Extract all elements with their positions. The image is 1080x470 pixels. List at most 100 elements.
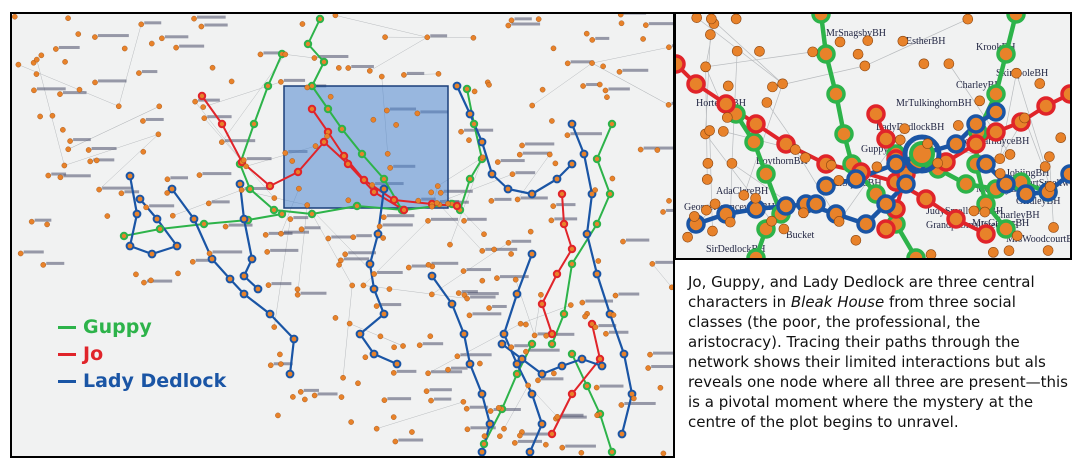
path-node [527, 389, 537, 399]
path-node [876, 194, 896, 214]
node-label-mark [570, 60, 594, 64]
path-node [379, 309, 389, 319]
path-edge [571, 353, 588, 387]
network-node [460, 268, 467, 274]
path-node [265, 309, 275, 319]
network-node [445, 200, 451, 207]
path-edge [297, 141, 325, 173]
network-node [470, 35, 477, 41]
path-edge [551, 393, 573, 435]
legend-item-guppy: Guppy [58, 314, 226, 341]
path-node [512, 369, 522, 379]
node-label-mark [671, 44, 673, 48]
path-edge [586, 385, 601, 415]
network-node [278, 361, 284, 367]
path-node [756, 164, 776, 184]
network-node [766, 215, 777, 227]
path-edge [530, 177, 559, 196]
network-node [722, 80, 734, 92]
network-node [262, 232, 269, 238]
legend-swatch-jo [58, 353, 76, 356]
node-label-mark [293, 216, 309, 220]
network-node [552, 160, 559, 167]
network-node [554, 413, 561, 420]
network-node [355, 380, 361, 387]
path-node [503, 184, 513, 194]
network-node [578, 449, 585, 456]
path-node [447, 299, 457, 309]
network-node [302, 396, 308, 403]
network-node [65, 15, 71, 21]
path-node [816, 176, 836, 196]
network-node [198, 23, 205, 30]
network-node [390, 370, 397, 376]
network-node [209, 64, 216, 71]
path-node [307, 209, 317, 219]
edge [285, 54, 315, 59]
network-node [429, 203, 435, 210]
edge [68, 106, 160, 150]
network-node [400, 343, 406, 349]
network-node [416, 342, 423, 349]
caption-part-1: Jo, Guppy, and Lady Dedlock are three ce… [688, 273, 1035, 311]
network-node [45, 172, 52, 179]
path-edge [620, 392, 634, 436]
path-edge [247, 213, 283, 221]
node-label-mark [430, 217, 459, 221]
path-node [537, 419, 547, 429]
network-node [464, 295, 470, 302]
path-node [876, 129, 896, 149]
network-node [660, 450, 667, 456]
path-edge [556, 248, 573, 275]
path-node [303, 39, 313, 49]
network-node [15, 61, 22, 68]
path-edge [327, 131, 345, 157]
network-node [201, 115, 208, 121]
network-node [538, 291, 544, 298]
network-node [87, 158, 93, 165]
network-node [336, 262, 342, 268]
network-node [265, 282, 272, 288]
node-label-mark [511, 22, 541, 26]
path-edge [267, 53, 283, 87]
path-node [315, 14, 325, 24]
path-node [676, 54, 686, 74]
network-node [1055, 132, 1067, 144]
network-node [346, 320, 353, 327]
network-node [240, 157, 247, 163]
edge [98, 134, 159, 190]
network-node [437, 189, 444, 196]
node-label-mark [467, 292, 499, 296]
path-edge [372, 287, 386, 316]
edge [705, 34, 711, 134]
network-node [800, 152, 811, 163]
network-node [1034, 78, 1046, 89]
path-node [172, 241, 182, 251]
node-label-mark [515, 171, 536, 175]
network-node [834, 36, 846, 48]
network-node [706, 14, 717, 25]
network-node [600, 63, 606, 70]
path-edge [383, 178, 403, 211]
path-edge [288, 337, 296, 376]
network-node [164, 190, 170, 196]
network-node [798, 207, 809, 219]
path-node [155, 224, 165, 234]
path-edge [582, 152, 594, 196]
caption-part-2: from three social classes (the poor, the… [688, 293, 1068, 431]
network-node [405, 264, 412, 271]
network-node [192, 98, 198, 105]
network-node [535, 377, 541, 384]
network-node [750, 192, 761, 204]
network-node [825, 159, 837, 171]
network-node [705, 29, 716, 40]
path-node [617, 429, 627, 439]
network-node [665, 102, 672, 108]
path-node [247, 254, 257, 264]
node-label-mark [124, 190, 140, 194]
zoom-character-paths [676, 14, 1070, 258]
network-node [987, 247, 999, 258]
path-edge [373, 191, 405, 211]
edge [307, 205, 353, 286]
network-node [93, 157, 100, 164]
